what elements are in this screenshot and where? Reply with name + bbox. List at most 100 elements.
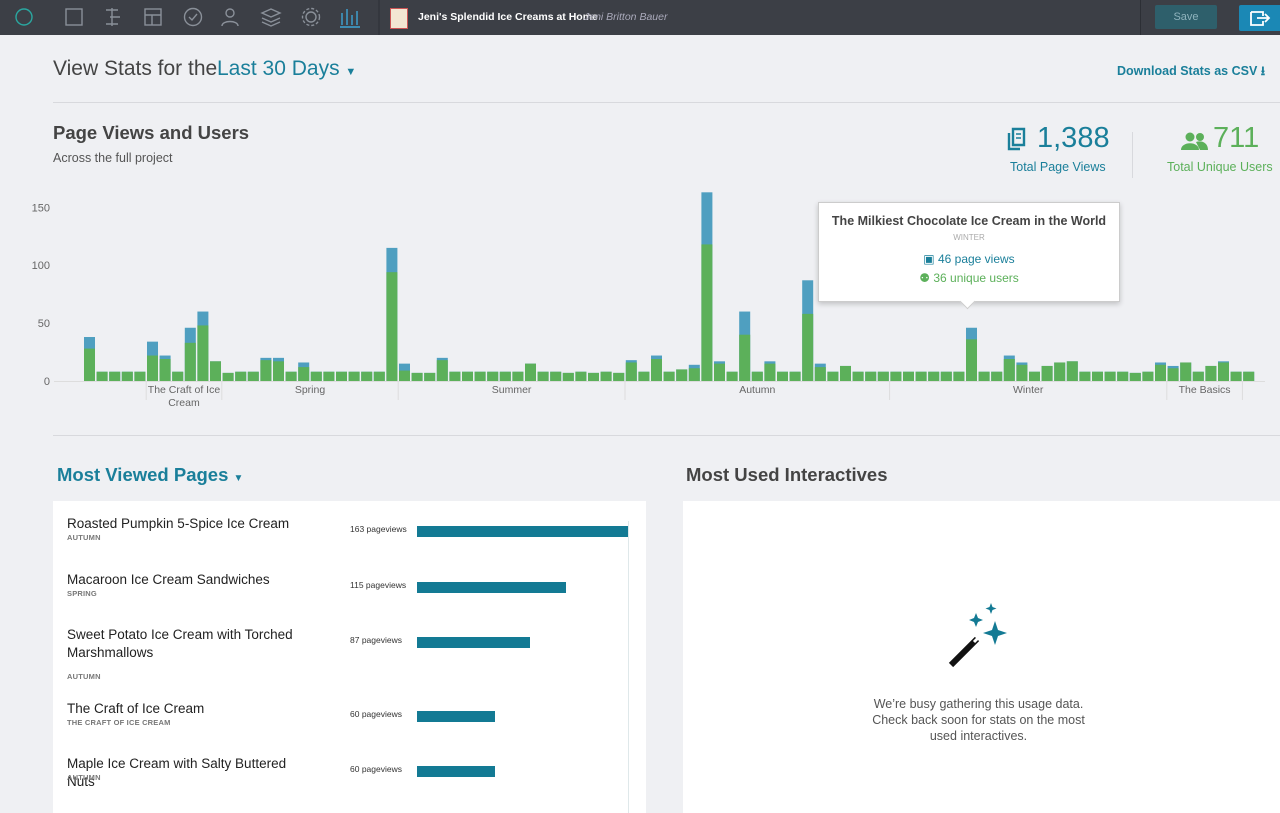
- bar: [310, 371, 322, 381]
- download-text[interactable]: Download Stats as CSV: [1117, 64, 1258, 78]
- bar: [1155, 364, 1166, 381]
- bar: [852, 371, 864, 381]
- total-unique-users: 711: [1213, 122, 1260, 154]
- bar: [1205, 365, 1217, 381]
- page-title: Roasted Pumpkin 5-Spice Ice Cream: [67, 516, 290, 531]
- publish-button[interactable]: [1239, 5, 1280, 31]
- bar: [399, 370, 410, 381]
- group-label: Autumn: [739, 384, 776, 396]
- group-label: The Craft of Ice Cream: [147, 384, 221, 409]
- bar: [928, 371, 940, 381]
- magic-wand-icon: [948, 603, 1007, 668]
- bar: [777, 371, 788, 381]
- tooltip: The Milkiest Chocolate Ice Cream in the …: [818, 202, 1120, 310]
- bar: [1054, 362, 1066, 381]
- bar: [940, 371, 952, 381]
- bar: [1230, 371, 1242, 381]
- scale-line: [628, 521, 629, 813]
- bar: [411, 372, 423, 381]
- bar: [449, 371, 461, 381]
- bar: [285, 371, 297, 381]
- page-title: The Craft of Ice Cream: [67, 701, 205, 716]
- divider: [53, 435, 1280, 436]
- tooltip-users: ⚉ 36 unique users: [919, 271, 1019, 285]
- bar: [764, 363, 776, 381]
- bar: [701, 244, 713, 381]
- value-label: 115 pageviews: [350, 580, 407, 590]
- bar: [1192, 371, 1204, 381]
- bar: [651, 359, 662, 381]
- bar: [298, 367, 310, 381]
- download-link[interactable]: Download Stats as CSV ⭳: [1117, 64, 1266, 78]
- value-label: 87 pageviews: [350, 635, 402, 645]
- bar: [499, 371, 511, 381]
- bar: [348, 371, 360, 381]
- tooltip-users-text: 36 unique users: [933, 271, 1019, 285]
- bar: [1003, 359, 1015, 381]
- bar: [1041, 365, 1053, 381]
- book-cover: [390, 8, 408, 29]
- bar: [676, 369, 688, 381]
- toolbar: Jeni's Splendid Ice Creams at Home Jeni …: [0, 0, 1280, 35]
- bar: [260, 360, 272, 381]
- page-views-label: Total Page Views: [1010, 160, 1106, 174]
- bar: [613, 372, 625, 381]
- bar: [537, 371, 549, 381]
- bar: [865, 371, 877, 381]
- publish-icon: [1250, 11, 1271, 26]
- pages-icon: [1007, 127, 1026, 151]
- tooltip-section: WINTER: [953, 233, 985, 242]
- divider: [53, 102, 1280, 103]
- bar: [159, 359, 171, 381]
- page-title: Sweet Potato Ice Cream with Torched Mars…: [67, 627, 293, 660]
- bar: [373, 371, 385, 381]
- save-button[interactable]: Save: [1155, 5, 1217, 29]
- total-page-views: 1,388: [1037, 122, 1110, 154]
- y-tick-label: 50: [38, 318, 50, 330]
- range-text[interactable]: Last 30 Days: [217, 57, 340, 80]
- page-section: AUTUMN: [67, 773, 101, 782]
- bar: [361, 371, 373, 381]
- value-label: 60 pageviews: [350, 764, 402, 774]
- bar: [462, 371, 473, 381]
- bar: [1218, 362, 1229, 381]
- caret: ▼: [233, 473, 244, 484]
- y-tick-label: 150: [32, 202, 50, 214]
- bar: [1142, 371, 1154, 381]
- users-icon: [1181, 132, 1208, 150]
- bar: [688, 368, 700, 381]
- bar: [1092, 371, 1103, 381]
- bar: [273, 361, 284, 381]
- bar: [751, 371, 763, 381]
- range-dropdown[interactable]: Last 30 Days ▼: [217, 57, 356, 81]
- most-viewed-panel: Roasted Pumpkin 5-Spice Ice Cream AUTUMN 1…: [53, 501, 646, 813]
- bar: [197, 325, 209, 381]
- bar: [1104, 371, 1116, 381]
- bar: [966, 339, 977, 381]
- most-viewed-title[interactable]: Most Viewed Pages: [57, 464, 229, 485]
- users-label: Total Unique Users: [1167, 160, 1273, 174]
- group-label: Winter: [1013, 384, 1044, 396]
- bar: [789, 371, 801, 381]
- bar: [417, 637, 530, 648]
- interactives-title: Most Used Interactives: [686, 464, 888, 485]
- page-section: AUTUMN: [67, 672, 101, 681]
- bar: [487, 371, 499, 381]
- y-tick-label: 0: [44, 376, 50, 388]
- bar-chart: 0 50 100 150: [32, 192, 1265, 400]
- bar: [424, 372, 436, 381]
- most-viewed-dropdown[interactable]: Most Viewed Pages ▼: [57, 464, 243, 486]
- bar: [915, 371, 927, 381]
- tooltip-page-views: ▣ 46 page views: [923, 252, 1015, 266]
- bar: [417, 711, 495, 722]
- stats-label: View Stats for the: [53, 57, 218, 80]
- chart-title: Page Views and Users: [53, 122, 250, 143]
- bar: [1079, 371, 1091, 381]
- value-label: 60 pageviews: [350, 709, 402, 719]
- page-title: Macaroon Ice Cream Sandwiches: [67, 572, 270, 587]
- bar: [134, 371, 146, 381]
- caret: ▼: [345, 66, 357, 78]
- page-title: Maple Ice Cream with Salty Buttered Nuts: [67, 756, 287, 789]
- value-label: 163 pageviews: [350, 524, 407, 534]
